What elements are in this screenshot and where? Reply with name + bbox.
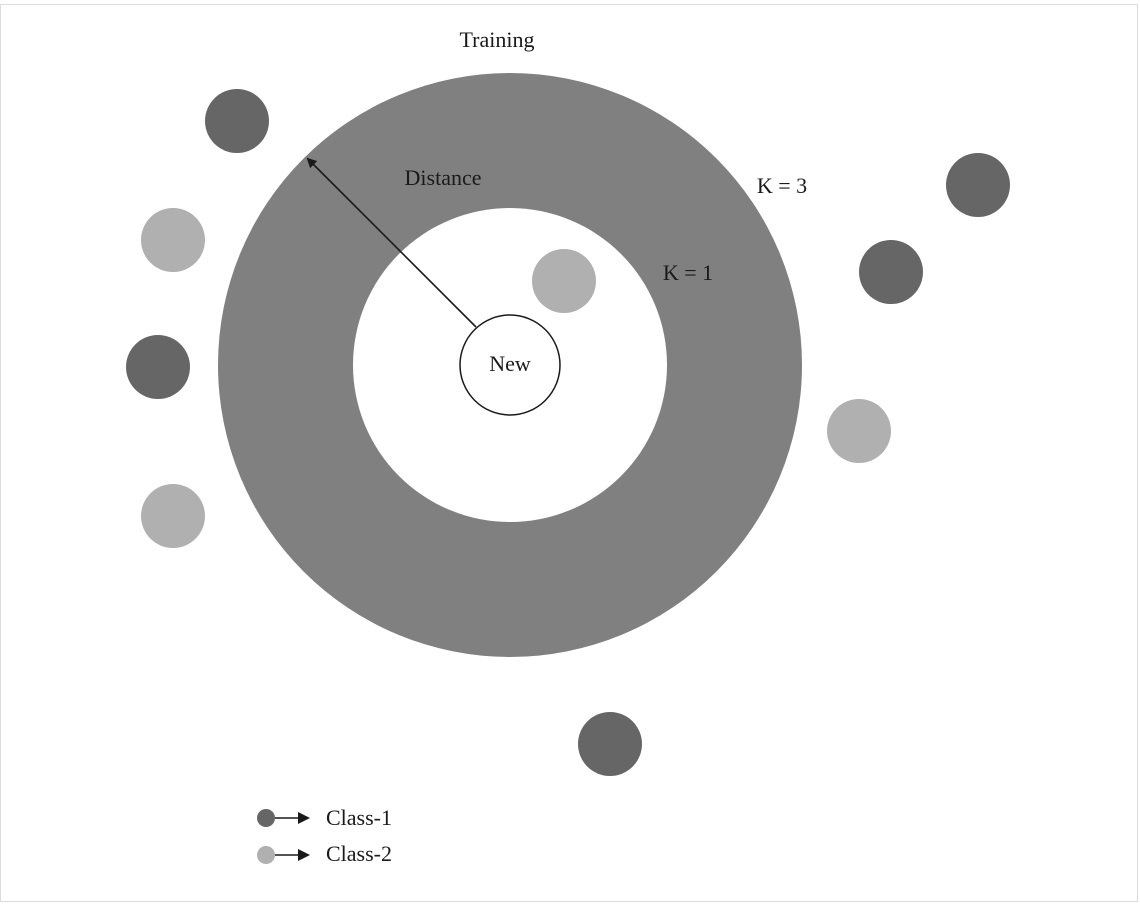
new-point-label: New — [489, 351, 531, 376]
training-point-class-1 — [946, 153, 1010, 217]
legend-swatch-class-2 — [257, 846, 275, 864]
legend: Class-1 Class-2 — [257, 805, 392, 866]
k1-label: K = 1 — [663, 260, 713, 285]
training-label: Training — [460, 27, 535, 52]
k3-label: K = 3 — [757, 173, 807, 198]
training-point-class-1 — [126, 335, 190, 399]
distance-arrow — [306, 157, 477, 328]
distance-label: Distance — [405, 165, 482, 190]
new-point-circle — [459, 314, 561, 416]
legend-swatch-class-1 — [257, 809, 275, 827]
legend-item-class-2: Class-2 — [257, 841, 392, 866]
training-point-class-2 — [141, 208, 205, 272]
training-point-class-1 — [205, 89, 269, 153]
legend-item-class-1: Class-1 — [257, 805, 392, 830]
training-point-class-1 — [859, 240, 923, 304]
legend-label-class-1: Class-1 — [326, 805, 392, 830]
legend-label-class-2: Class-2 — [326, 841, 392, 866]
training-point-class-2 — [827, 399, 891, 463]
training-points — [126, 89, 1010, 776]
training-point-class-2 — [532, 249, 596, 313]
training-point-class-1 — [578, 712, 642, 776]
training-point-class-2 — [141, 484, 205, 548]
